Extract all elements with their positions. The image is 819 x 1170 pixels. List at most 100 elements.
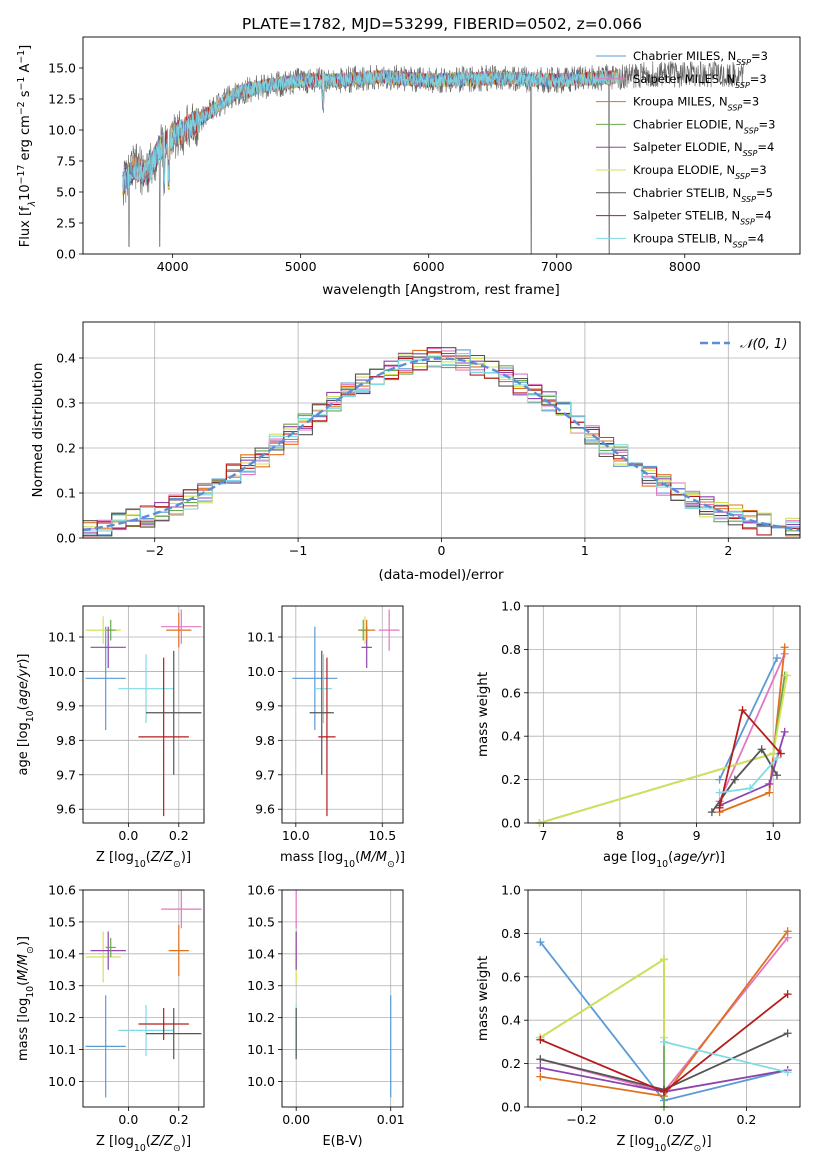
errorbar-chabrier-stelib <box>146 650 202 775</box>
plot-area <box>282 606 403 823</box>
plot-area <box>83 606 204 823</box>
mass-vs-metallicity-panel: 0.0 0.2 10.0 10.1 10.2 10.3 10.4 10.5 10.6 Z [log… <box>16 883 205 1154</box>
errorbar-salpeter-stelib <box>138 657 189 817</box>
y-tick-label: 0.6 <box>501 685 521 700</box>
y-tick-label: 0.2 <box>501 772 521 787</box>
x-tick-label: 7 <box>539 828 547 843</box>
data-point <box>730 775 739 784</box>
x-tick-label: 8000 <box>669 259 701 274</box>
axes-frame <box>527 889 801 1108</box>
spectrum-line-kroupa-stelib <box>122 70 619 191</box>
x-tick-label: 10 <box>765 828 781 843</box>
y-tick-label: 0.8 <box>501 642 521 657</box>
legend-label: 𝒩(0, 1) <box>740 337 787 352</box>
histogram-salpeter-stelib <box>83 351 800 537</box>
data-point <box>783 1068 792 1077</box>
data-point <box>746 784 755 793</box>
y-tick-label: 10.2 <box>247 1010 275 1025</box>
errorbar-kroupa-miles <box>168 925 189 977</box>
axes-frame <box>82 36 801 255</box>
x-tick-label: 7000 <box>541 259 573 274</box>
y-axis-label: Flux [fλ10−17 erg cm−2 s−1 A−1] <box>16 45 38 247</box>
y-tick-label: 10.0 <box>247 664 275 679</box>
y-tick-label: 0.4 <box>56 351 76 366</box>
x-tick-label: −1 <box>289 543 307 558</box>
legend-label: Salpeter ELODIE, NSSP=4 <box>633 140 774 158</box>
x-tick-label: 0.0 <box>654 1112 674 1127</box>
series-line <box>718 657 778 780</box>
x-tick-label: −0.2 <box>566 1112 596 1127</box>
y-tick-label: 10.3 <box>48 978 76 993</box>
histogram-kroupa-stelib <box>83 353 800 532</box>
spectrum-line-chabrier-miles <box>122 70 611 195</box>
axes-frame <box>82 889 205 1108</box>
data-point <box>773 753 782 762</box>
y-axis-label: mass weight <box>475 956 491 1041</box>
x-tick-label: 0.0 <box>118 1112 138 1127</box>
data-point <box>765 779 774 788</box>
errorbar-chabrier-elodie <box>105 619 116 641</box>
y-tick-label: 0.6 <box>501 969 521 984</box>
x-tick-label: 10.0 <box>282 828 310 843</box>
y-tick-label: 0.4 <box>501 1013 521 1028</box>
y-tick-label: 12.5 <box>48 92 76 107</box>
data-point <box>780 727 789 736</box>
y-tick-label: 10.3 <box>247 978 275 993</box>
mass-vs-extinction-panel: 0.00 0.01 10.0 10.1 10.2 10.3 10.4 10.5 10.6 E(B-… <box>247 883 404 1150</box>
errorbar-salpeter-stelib <box>138 1008 189 1040</box>
y-tick-label: 0.1 <box>56 486 76 501</box>
y-tick-label: 10.0 <box>247 1074 275 1089</box>
y-tick-label: 10.1 <box>247 630 275 645</box>
data-point <box>783 1029 792 1038</box>
data-point <box>536 1035 545 1044</box>
mass-weight-vs-metallicity-panel: −0.2 0.0 0.2 0.0 0.2 0.4 0.6 0.8 1.0 Z [log10(Z/Z… <box>475 883 801 1154</box>
x-axis-label: Z [log10(Z/Z⊙)] <box>96 1134 191 1154</box>
mass-weight-vs-age-panel: 7 8 9 10 0.0 0.2 0.4 0.6 0.8 1.0 age [log10(age/yr… <box>475 599 801 870</box>
x-axis-label: age [log10(age/yr)] <box>603 850 725 870</box>
x-axis-label: E(B-V) <box>322 1134 362 1149</box>
x-tick-label: 0.2 <box>169 1112 189 1127</box>
x-tick-label: 0.01 <box>377 1112 405 1127</box>
x-axis-label: wavelength [Angstrom, rest frame] <box>322 282 560 298</box>
y-tick-label: 10.4 <box>247 946 275 961</box>
data-point <box>715 803 724 812</box>
data-point <box>707 808 716 817</box>
y-tick-label: 0.0 <box>501 1100 521 1115</box>
x-axis-label: Z [log10(Z/Z⊙)] <box>616 1134 711 1154</box>
data-point <box>660 1087 668 1096</box>
data-point <box>782 671 791 680</box>
errorbar-kroupa-stelib <box>118 654 174 724</box>
data-point <box>783 990 792 999</box>
errorbar-salpeter-miles <box>378 609 400 651</box>
y-tick-label: 9.8 <box>56 733 76 748</box>
axes-frame <box>527 605 801 824</box>
data-point <box>776 749 785 758</box>
data-point <box>715 775 724 784</box>
legend-label: Chabrier ELODIE, NSSP=3 <box>633 117 775 135</box>
data-point <box>536 1055 545 1064</box>
errorbar-salpeter-elodie <box>90 931 126 970</box>
y-tick-label: 10.2 <box>48 1010 76 1025</box>
y-tick-label: 9.9 <box>255 698 275 713</box>
x-tick-label: 0.2 <box>169 828 189 843</box>
data-point <box>660 1037 668 1046</box>
errorbar-salpeter-stelib <box>318 657 336 817</box>
plot-area <box>528 606 800 823</box>
data-point <box>536 1063 545 1072</box>
age-vs-mass-panel: 10.0 10.5 9.6 9.7 9.8 9.9 10.0 10.1 mass [log10(… <box>247 605 405 870</box>
y-tick-label: 10.1 <box>48 630 76 645</box>
y-tick-label: 0.0 <box>56 531 76 546</box>
y-tick-label: 0.0 <box>501 816 521 831</box>
spectrum-panel: 4000 5000 6000 7000 8000 0.0 2.5 5.0 7.5 10.0 12.5… <box>16 36 801 298</box>
y-tick-label: 10.0 <box>48 664 76 679</box>
data-point <box>660 955 668 964</box>
data-point <box>769 749 778 758</box>
y-tick-label: 2.5 <box>56 216 76 231</box>
errorbar-kroupa-stelib <box>118 1004 174 1056</box>
legend-label: Kroupa MILES, NSSP=3 <box>633 95 759 113</box>
x-axis-label: mass [log10(M/M⊙)] <box>280 850 405 870</box>
y-tick-label: 0.3 <box>56 396 76 411</box>
x-tick-label: −2 <box>145 543 163 558</box>
y-tick-label: 7.5 <box>56 154 76 169</box>
y-tick-label: 0.2 <box>56 441 76 456</box>
